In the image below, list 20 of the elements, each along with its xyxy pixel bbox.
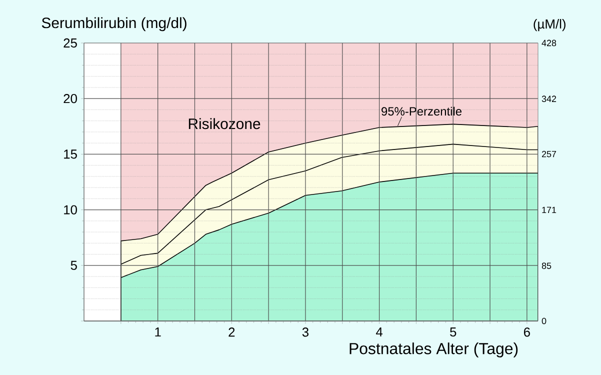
y-tick-label: 20 <box>64 94 77 104</box>
y-tick-label: 15 <box>64 150 77 159</box>
x-axis-title: Postnatales Alter (Tage) <box>350 342 518 358</box>
y2-tick-label: 85 <box>542 262 552 269</box>
y-tick-label: 5 <box>70 260 77 270</box>
y2-tick-label: 257 <box>542 150 556 158</box>
x-tick-label: 4 <box>376 328 383 336</box>
x-tick-label: 2 <box>228 328 235 337</box>
y-tick-label: 10 <box>64 205 77 214</box>
x-tick-label: 3 <box>302 328 309 337</box>
x-tick-label: 1 <box>155 328 161 336</box>
y-tick-label: 25 <box>64 38 77 48</box>
y2-tick-label: 171 <box>542 206 556 214</box>
y2-tick-label: 0 <box>542 318 546 324</box>
y2-tick-label: 428 <box>542 40 556 46</box>
y2-tick-label: 342 <box>542 96 556 102</box>
y2-axis-title: (µM/l) <box>534 19 566 32</box>
y-axis-title: Serumbilirubin (mg/dl) <box>42 17 186 32</box>
x-tick-label: 5 <box>450 328 456 337</box>
x-tick-label: 6 <box>524 328 530 337</box>
